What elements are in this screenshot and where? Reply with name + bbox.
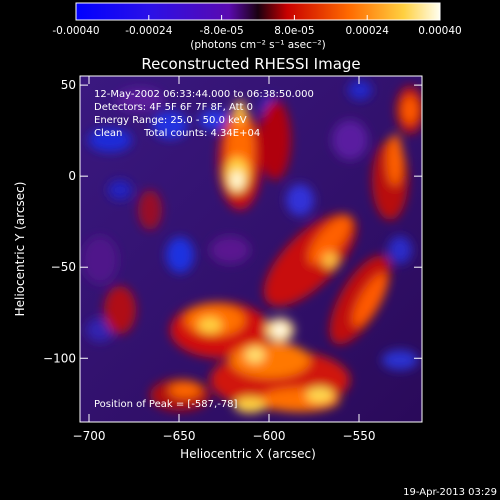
x-axis: −700 −650 −600 −550 bbox=[73, 76, 376, 443]
annotation-energy-range: Energy Range: 25.0 - 50.0 keV bbox=[94, 115, 247, 126]
footer-date: 19-Apr-2013 03:29 bbox=[403, 487, 497, 498]
annotation-total-counts: Total counts: 4.34E+04 bbox=[143, 128, 260, 139]
annotation-peak-position: Position of Peak = [-587,-78] bbox=[94, 399, 238, 410]
colorbar-unit-label: (photons cm⁻² s⁻¹ asec⁻²) bbox=[190, 39, 325, 51]
x-tick-label: −650 bbox=[163, 429, 196, 443]
colorbar: -0.00040 -0.00024 -8.0e-05 8.0e-05 0.00024 0.… bbox=[52, 2, 462, 51]
colorbar-tick-label: 0.00024 bbox=[345, 25, 389, 37]
chart-title: Reconstructed RHESSI Image bbox=[141, 55, 360, 73]
colorbar-tick-label: -0.00040 bbox=[52, 25, 99, 37]
y-tick-label: −50 bbox=[51, 260, 76, 274]
annotation-time-range: 12-May-2002 06:33:44.000 to 06:38:50.000 bbox=[94, 89, 314, 100]
x-axis-label: Heliocentric X (arcsec) bbox=[180, 447, 316, 461]
annotation-algorithm: Clean bbox=[94, 128, 122, 139]
heatmap-image bbox=[80, 76, 422, 422]
colorbar-ticks: -0.00040 -0.00024 -8.0e-05 8.0e-05 0.00024 0.… bbox=[52, 15, 462, 37]
x-tick-label: −600 bbox=[253, 429, 286, 443]
colorbar-gradient bbox=[75, 2, 441, 21]
y-tick-label: −100 bbox=[43, 351, 76, 365]
x-tick-label: −700 bbox=[73, 429, 106, 443]
annotations: 12-May-2002 06:33:44.000 to 06:38:50.000… bbox=[94, 89, 314, 410]
x-tick-label: −550 bbox=[343, 429, 376, 443]
colorbar-tick-label: -0.00024 bbox=[125, 25, 173, 37]
plot-frame bbox=[79, 75, 423, 423]
y-axis: 50 0 −50 −100 bbox=[43, 78, 422, 365]
y-axis-label: Heliocentric Y (arcsec) bbox=[13, 182, 27, 317]
y-tick-label: 50 bbox=[61, 78, 76, 92]
colorbar-tick-label: 0.00040 bbox=[418, 25, 461, 37]
colorbar-tick-label: 8.0e-05 bbox=[274, 25, 314, 37]
y-tick-label: 0 bbox=[68, 169, 76, 183]
annotation-detectors: Detectors: 4F 5F 6F 7F 8F, Att 0 bbox=[94, 102, 253, 113]
colorbar-tick-label: -8.0e-05 bbox=[200, 25, 244, 37]
